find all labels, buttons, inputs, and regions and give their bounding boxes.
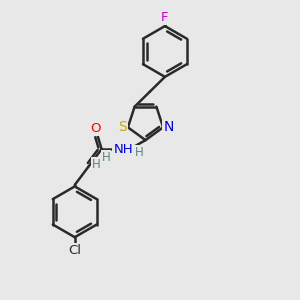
Text: Cl: Cl	[68, 244, 81, 257]
Text: S: S	[118, 120, 127, 134]
Text: H: H	[102, 151, 110, 164]
Text: H: H	[92, 158, 101, 170]
Text: H: H	[135, 146, 144, 159]
Text: N: N	[163, 120, 174, 134]
Text: NH: NH	[113, 142, 133, 156]
Text: O: O	[90, 122, 101, 135]
Text: F: F	[161, 11, 169, 24]
